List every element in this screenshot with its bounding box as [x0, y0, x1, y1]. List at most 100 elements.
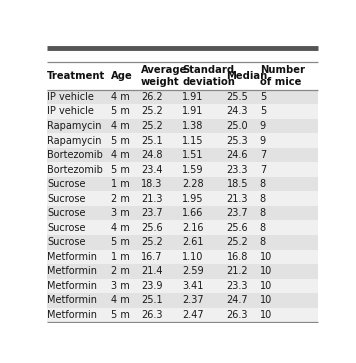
- Text: 21.4: 21.4: [141, 266, 163, 276]
- Text: 23.3: 23.3: [227, 164, 248, 175]
- Text: 2.37: 2.37: [183, 295, 204, 305]
- Text: 4 m: 4 m: [111, 121, 130, 131]
- Text: 2.28: 2.28: [183, 179, 204, 189]
- Bar: [47, 235, 318, 249]
- Text: 18.3: 18.3: [141, 179, 162, 189]
- Text: 1.38: 1.38: [183, 121, 204, 131]
- Text: 4 m: 4 m: [111, 223, 130, 233]
- Text: Bortezomib: Bortezomib: [47, 164, 103, 175]
- Text: 3 m: 3 m: [111, 208, 130, 218]
- Text: 7: 7: [260, 164, 266, 175]
- Bar: [47, 293, 318, 308]
- Text: Average
weight: Average weight: [141, 65, 188, 86]
- Text: 25.2: 25.2: [227, 237, 248, 247]
- Text: Sucrose: Sucrose: [47, 179, 86, 189]
- Text: Rapamycin: Rapamycin: [47, 121, 102, 131]
- Text: 4 m: 4 m: [111, 295, 130, 305]
- Text: 1.66: 1.66: [183, 208, 204, 218]
- Text: 23.4: 23.4: [141, 164, 163, 175]
- Text: Metformin: Metformin: [47, 295, 97, 305]
- Text: 9: 9: [260, 121, 266, 131]
- Text: 23.9: 23.9: [141, 281, 163, 291]
- Text: 24.6: 24.6: [227, 150, 248, 160]
- Text: 8: 8: [260, 179, 266, 189]
- Text: 26.2: 26.2: [141, 92, 163, 102]
- Bar: [47, 279, 318, 293]
- Text: 5 m: 5 m: [111, 237, 130, 247]
- Text: 1 m: 1 m: [111, 252, 130, 262]
- Text: 21.3: 21.3: [227, 194, 248, 204]
- Text: 2.61: 2.61: [183, 237, 204, 247]
- Bar: [47, 220, 318, 235]
- Text: 2 m: 2 m: [111, 266, 130, 276]
- Text: 25.6: 25.6: [141, 223, 163, 233]
- Text: 1.91: 1.91: [183, 106, 204, 117]
- Text: 1.10: 1.10: [183, 252, 204, 262]
- Bar: [47, 206, 318, 220]
- Text: Sucrose: Sucrose: [47, 194, 86, 204]
- Text: 1.51: 1.51: [183, 150, 204, 160]
- Text: 26.3: 26.3: [141, 310, 163, 320]
- Text: 25.5: 25.5: [227, 92, 248, 102]
- Text: 2.59: 2.59: [183, 266, 204, 276]
- Text: 10: 10: [260, 252, 272, 262]
- Bar: [47, 119, 318, 133]
- Bar: [47, 191, 318, 206]
- Text: Metformin: Metformin: [47, 252, 97, 262]
- Text: Age: Age: [111, 71, 132, 81]
- Bar: [47, 264, 318, 279]
- Text: 10: 10: [260, 266, 272, 276]
- Bar: [47, 90, 318, 104]
- Text: 10: 10: [260, 310, 272, 320]
- Bar: [47, 249, 318, 264]
- Text: 25.2: 25.2: [141, 237, 163, 247]
- Text: 1.59: 1.59: [183, 164, 204, 175]
- Text: Metformin: Metformin: [47, 266, 97, 276]
- Text: Metformin: Metformin: [47, 281, 97, 291]
- Text: 24.7: 24.7: [227, 295, 248, 305]
- Text: 16.8: 16.8: [227, 252, 248, 262]
- Text: 5: 5: [260, 92, 266, 102]
- Text: 10: 10: [260, 281, 272, 291]
- Text: 25.1: 25.1: [141, 295, 163, 305]
- Text: 25.6: 25.6: [227, 223, 248, 233]
- Text: 2.16: 2.16: [183, 223, 204, 233]
- Text: Bortezomib: Bortezomib: [47, 150, 103, 160]
- Text: 4 m: 4 m: [111, 150, 130, 160]
- Text: 8: 8: [260, 223, 266, 233]
- Text: 2 m: 2 m: [111, 194, 130, 204]
- Text: 8: 8: [260, 208, 266, 218]
- Text: 4 m: 4 m: [111, 92, 130, 102]
- Text: 21.2: 21.2: [227, 266, 248, 276]
- Text: IP vehicle: IP vehicle: [47, 92, 94, 102]
- Text: 10: 10: [260, 295, 272, 305]
- Text: 1.91: 1.91: [183, 92, 204, 102]
- Bar: [47, 133, 318, 148]
- Text: 8: 8: [260, 194, 266, 204]
- Text: 5 m: 5 m: [111, 164, 130, 175]
- Text: Metformin: Metformin: [47, 310, 97, 320]
- Text: 25.2: 25.2: [141, 121, 163, 131]
- Text: Sucrose: Sucrose: [47, 208, 86, 218]
- Text: 2.47: 2.47: [183, 310, 204, 320]
- Bar: [47, 148, 318, 162]
- Text: Treatment: Treatment: [47, 71, 105, 81]
- Text: 9: 9: [260, 135, 266, 146]
- Text: 5 m: 5 m: [111, 106, 130, 117]
- Bar: [47, 308, 318, 322]
- Text: 1.15: 1.15: [183, 135, 204, 146]
- Text: 1 m: 1 m: [111, 179, 130, 189]
- Text: 26.3: 26.3: [227, 310, 248, 320]
- Text: 23.3: 23.3: [227, 281, 248, 291]
- Text: 25.3: 25.3: [227, 135, 248, 146]
- Text: Sucrose: Sucrose: [47, 223, 86, 233]
- Text: 3.41: 3.41: [183, 281, 204, 291]
- Text: 5 m: 5 m: [111, 135, 130, 146]
- Text: 21.3: 21.3: [141, 194, 163, 204]
- Text: 1.95: 1.95: [183, 194, 204, 204]
- Text: 7: 7: [260, 150, 266, 160]
- Text: 25.0: 25.0: [227, 121, 248, 131]
- Text: 16.7: 16.7: [141, 252, 163, 262]
- Text: 25.1: 25.1: [141, 135, 163, 146]
- Text: 5: 5: [260, 106, 266, 117]
